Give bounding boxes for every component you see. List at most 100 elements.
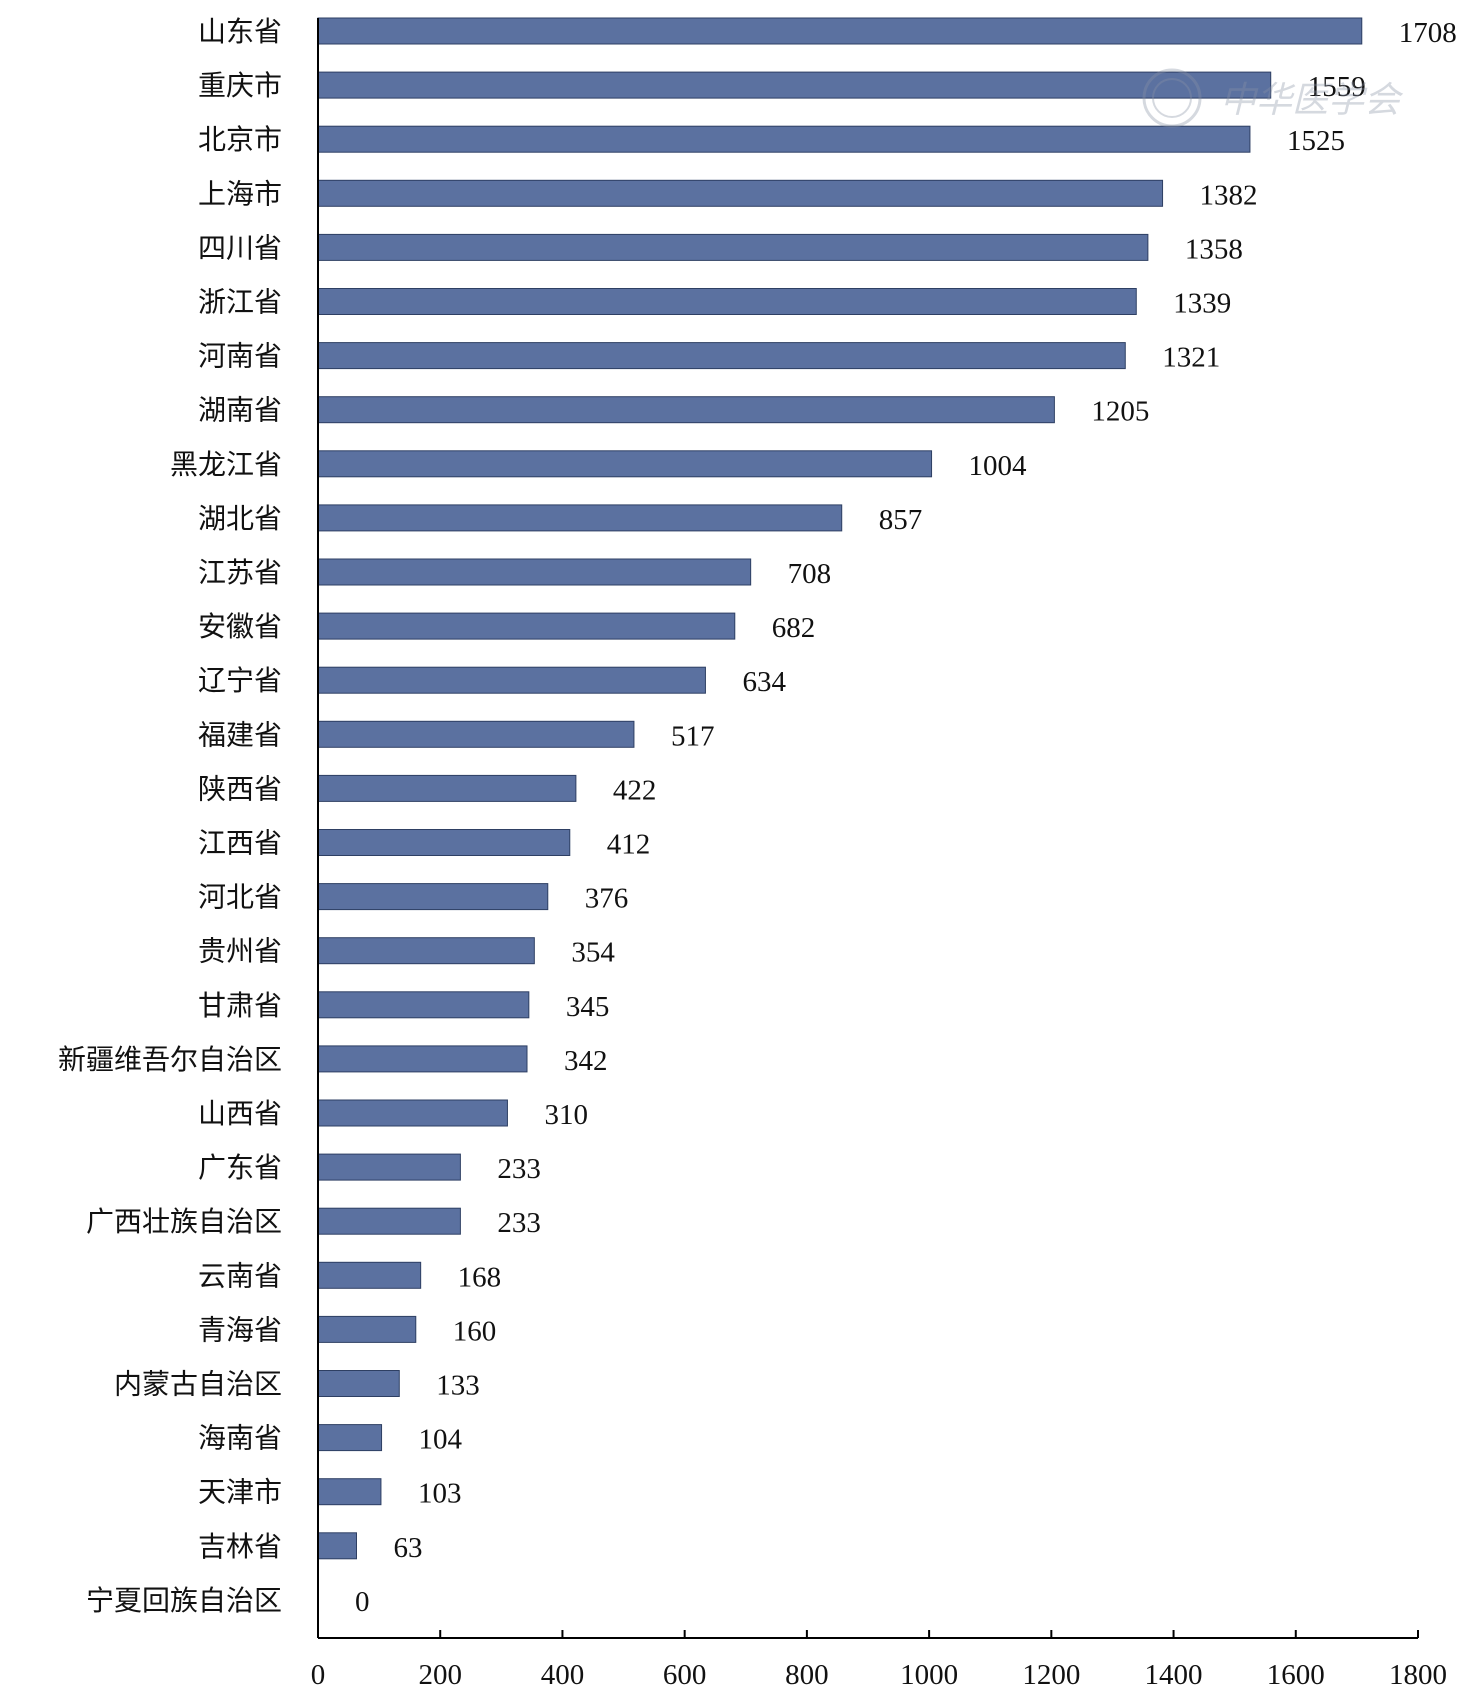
bar xyxy=(317,1045,528,1073)
category-label: 陕西省 xyxy=(198,772,282,805)
data-label: 376 xyxy=(585,883,629,915)
category-label: 宁夏回族自治区 xyxy=(86,1584,282,1617)
data-label: 634 xyxy=(742,666,786,698)
category-label: 广东省 xyxy=(198,1151,282,1184)
data-label: 133 xyxy=(436,1370,480,1402)
data-label: 682 xyxy=(772,612,816,644)
bar xyxy=(317,342,1126,370)
category-label: 河南省 xyxy=(198,340,282,373)
bar xyxy=(317,288,1137,315)
category-labels: 山东省重庆市北京市上海市四川省浙江省河南省湖南省黑龙江省湖北省江苏省安徽省辽宁省… xyxy=(58,15,282,1617)
bar xyxy=(317,1153,461,1181)
bar xyxy=(317,720,635,748)
data-label: 1525 xyxy=(1287,125,1345,157)
category-label: 云南省 xyxy=(198,1259,282,1292)
x-tick-label: 1400 xyxy=(1145,1659,1203,1691)
x-tick-label: 600 xyxy=(663,1659,707,1691)
data-label: 168 xyxy=(458,1261,502,1293)
data-label: 1382 xyxy=(1200,179,1258,211)
data-label: 310 xyxy=(544,1099,588,1131)
category-label: 江苏省 xyxy=(198,556,282,589)
bars-group xyxy=(317,17,1363,1560)
bar xyxy=(317,504,843,532)
bar xyxy=(317,1315,417,1343)
category-label: 安徽省 xyxy=(198,610,282,643)
data-label: 857 xyxy=(879,504,923,536)
data-label: 1321 xyxy=(1162,342,1220,374)
bar xyxy=(317,883,549,911)
category-label: 重庆市 xyxy=(198,69,282,102)
data-label: 1339 xyxy=(1173,288,1231,320)
category-label: 四川省 xyxy=(198,231,282,264)
category-label: 辽宁省 xyxy=(198,664,282,697)
category-label: 北京市 xyxy=(198,123,282,156)
data-label: 354 xyxy=(571,937,615,969)
data-label: 422 xyxy=(613,774,657,806)
category-label: 甘肃省 xyxy=(198,989,282,1022)
category-label: 天津市 xyxy=(198,1476,282,1509)
data-label: 160 xyxy=(453,1315,497,1347)
category-label: 浙江省 xyxy=(198,286,282,319)
bar xyxy=(317,125,1251,153)
bar xyxy=(317,774,577,802)
x-tick-label: 1000 xyxy=(900,1659,958,1691)
watermark-logo: 中华医学会 xyxy=(1142,68,1404,128)
data-label: 104 xyxy=(419,1424,463,1456)
data-label: 1708 xyxy=(1399,17,1457,49)
data-label: 233 xyxy=(497,1207,541,1239)
bar xyxy=(317,1207,461,1235)
x-tick-label: 1200 xyxy=(1022,1659,1080,1691)
bar xyxy=(317,179,1164,207)
data-label: 345 xyxy=(566,991,610,1023)
data-label: 342 xyxy=(564,1045,608,1077)
category-label: 黑龙江省 xyxy=(170,448,282,481)
data-label: 103 xyxy=(418,1478,462,1510)
bar xyxy=(317,1532,357,1560)
data-label: 63 xyxy=(394,1532,423,1564)
bar xyxy=(317,1261,422,1289)
category-label: 青海省 xyxy=(198,1313,282,1346)
x-tick-label: 1800 xyxy=(1389,1659,1447,1691)
data-label: 1205 xyxy=(1091,396,1149,428)
data-label: 412 xyxy=(607,829,651,861)
bar xyxy=(317,991,530,1019)
bar xyxy=(317,233,1149,261)
data-label: 1004 xyxy=(969,450,1028,482)
bar xyxy=(317,829,571,856)
x-tick-label: 400 xyxy=(541,1659,585,1691)
category-label: 河北省 xyxy=(198,881,282,914)
axes xyxy=(317,18,1418,1639)
bar xyxy=(317,1478,382,1506)
bar xyxy=(317,666,706,694)
x-tick-label: 800 xyxy=(785,1659,829,1691)
watermark-text: 中华医学会 xyxy=(1220,80,1404,121)
bar xyxy=(317,1099,508,1127)
category-label: 贵州省 xyxy=(198,935,282,968)
x-tick-label: 0 xyxy=(311,1659,326,1691)
category-label: 福建省 xyxy=(198,718,282,751)
category-label: 内蒙古自治区 xyxy=(114,1368,282,1401)
x-tick-label: 200 xyxy=(418,1659,462,1691)
bar xyxy=(317,558,752,586)
bar xyxy=(317,937,535,965)
data-label: 708 xyxy=(788,558,832,590)
category-label: 湖南省 xyxy=(198,394,282,427)
bar xyxy=(317,396,1055,424)
data-label: 0 xyxy=(355,1586,370,1618)
bar xyxy=(317,612,736,640)
category-label: 广西壮族自治区 xyxy=(86,1205,282,1238)
category-label: 山东省 xyxy=(198,15,282,48)
category-label: 新疆维吾尔自治区 xyxy=(58,1043,282,1076)
bar xyxy=(317,17,1363,45)
data-label: 517 xyxy=(671,720,715,752)
category-label: 山西省 xyxy=(198,1097,282,1130)
bar xyxy=(317,71,1272,99)
bar xyxy=(317,1370,400,1397)
category-label: 江西省 xyxy=(198,827,282,860)
category-label: 吉林省 xyxy=(198,1530,282,1563)
bar xyxy=(317,1424,383,1452)
data-label: 1358 xyxy=(1185,233,1243,265)
value-labels: 1708 1559 1525 1382 1358 1339 1321 1205 1004 857 7… xyxy=(355,17,1457,1618)
category-label: 上海市 xyxy=(198,177,282,210)
